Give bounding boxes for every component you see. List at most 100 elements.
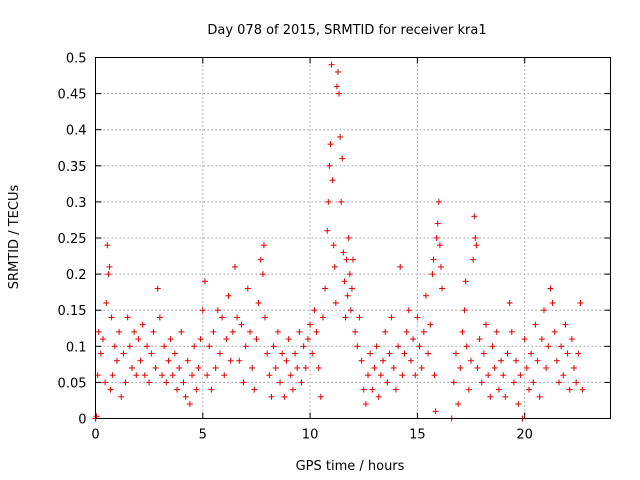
data-point: [159, 372, 166, 379]
data-point: [489, 343, 496, 350]
data-point: [392, 386, 399, 393]
y-tick-label: 0.2: [66, 268, 87, 283]
data-point: [407, 357, 414, 364]
data-point: [439, 285, 446, 292]
data-point: [459, 328, 466, 335]
data-point: [420, 328, 427, 335]
grid-lines: [95, 57, 611, 419]
y-tick-label: 0.05: [58, 376, 87, 391]
data-point: [401, 350, 408, 357]
data-point: [437, 263, 444, 270]
data-point: [345, 235, 352, 241]
data-point: [97, 350, 104, 357]
data-point: [365, 372, 372, 379]
data-point: [436, 242, 443, 249]
data-point: [338, 198, 345, 205]
data-point: [274, 328, 281, 335]
data-point: [431, 372, 438, 379]
data-point: [95, 328, 102, 335]
data-point: [390, 364, 397, 371]
data-point: [397, 263, 404, 270]
data-point: [342, 314, 349, 321]
data-point: [148, 350, 155, 357]
data-point: [300, 343, 307, 350]
data-point: [289, 386, 296, 393]
data-point: [566, 386, 573, 393]
data-point: [528, 350, 535, 357]
data-point: [388, 314, 395, 321]
y-tick-label: 0.3: [66, 196, 87, 211]
data-point: [410, 336, 417, 343]
y-tick-label: 0.15: [58, 304, 87, 319]
data-point: [536, 393, 543, 400]
data-point: [156, 314, 163, 321]
x-tick-labels: 0 5 10 15 20: [91, 428, 533, 443]
data-point: [322, 285, 329, 292]
data-point: [377, 372, 384, 379]
data-point: [150, 328, 157, 335]
data-point: [465, 386, 472, 393]
y-tick-label: 0: [78, 413, 86, 428]
y-tick-label: 0.4: [66, 124, 87, 139]
data-point: [206, 343, 213, 350]
y-tick-label: 0.5: [66, 52, 87, 67]
data-point: [556, 379, 562, 386]
x-tick-label: 15: [409, 428, 426, 443]
data-point: [184, 357, 191, 364]
data-point: [287, 372, 294, 379]
data-point: [403, 328, 410, 335]
data-point: [414, 314, 421, 321]
data-point: [453, 350, 459, 357]
data-point: [109, 372, 116, 379]
data-point: [309, 350, 316, 357]
data-point: [131, 328, 138, 335]
data-point: [107, 386, 114, 393]
data-point: [219, 314, 226, 321]
data-point: [103, 299, 110, 306]
data-point: [577, 299, 584, 306]
y-tick-label: 0.35: [58, 160, 87, 175]
data-point: [517, 372, 524, 379]
data-point: [571, 364, 578, 371]
data-point: [504, 350, 511, 357]
data-point: [152, 364, 159, 371]
data-point: [106, 263, 113, 270]
data-point: [371, 364, 378, 371]
data-point: [283, 357, 290, 364]
data-point: [285, 336, 292, 343]
data-point: [515, 401, 522, 408]
data-point: [116, 328, 123, 335]
data-point: [225, 292, 232, 299]
data-point: [493, 328, 500, 335]
data-point: [307, 321, 314, 328]
data-point: [324, 227, 331, 234]
x-tick-label: 0: [91, 428, 99, 443]
data-point: [495, 386, 502, 393]
data-point: [227, 357, 234, 364]
data-point: [253, 336, 260, 343]
data-point: [333, 83, 340, 90]
x-tick-label: 20: [516, 428, 533, 443]
data-point: [435, 198, 442, 205]
data-point: [234, 314, 241, 321]
data-point: [450, 379, 457, 386]
data-point: [331, 263, 338, 270]
data-point: [341, 278, 348, 285]
data-point: [510, 379, 517, 386]
data-point: [434, 220, 441, 227]
data-point: [343, 256, 350, 263]
data-point: [425, 350, 432, 357]
data-point: [120, 350, 127, 357]
data-point: [478, 379, 485, 386]
data-point: [195, 364, 202, 371]
data-point: [212, 364, 219, 371]
data-point: [468, 357, 475, 364]
data-point: [189, 372, 196, 379]
data-point: [161, 343, 168, 350]
data-point: [549, 299, 556, 306]
data-point: [326, 162, 333, 169]
data-point: [330, 242, 337, 249]
data-point: [294, 364, 301, 371]
y-tick-label: 0.1: [66, 340, 87, 355]
